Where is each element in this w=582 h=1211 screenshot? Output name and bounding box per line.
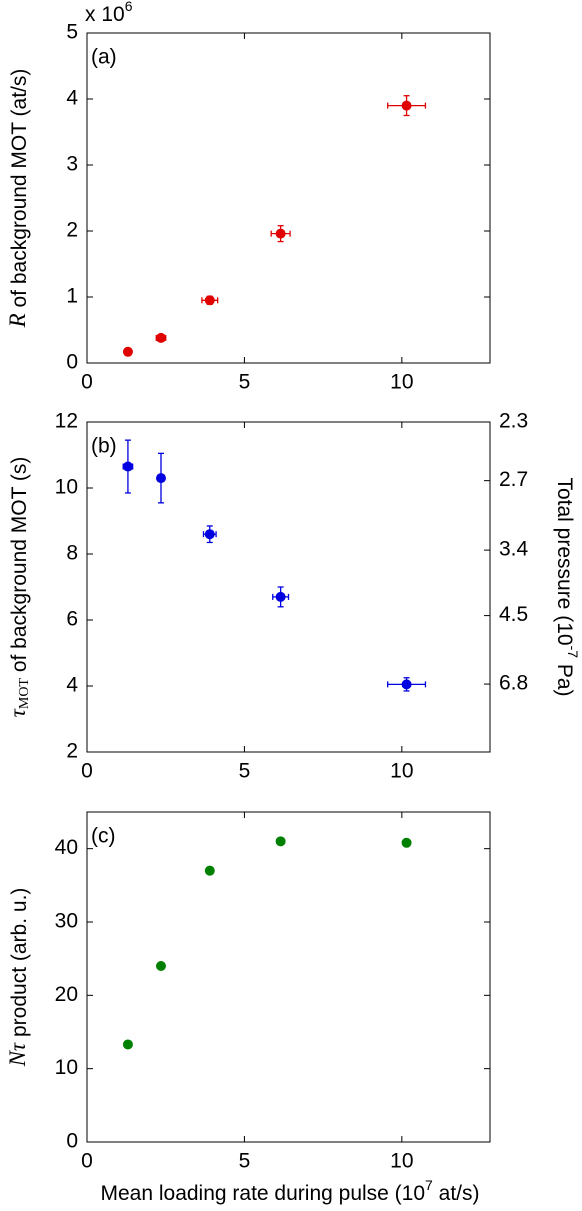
x-tick-label: 10: [390, 371, 413, 394]
label-part: R: [5, 313, 30, 328]
y2-axis-label: Total pressure (10-7 Pa): [553, 477, 581, 696]
data-point: [155, 961, 166, 971]
x-tick-label: 10: [390, 1150, 413, 1173]
label-part: 6: [125, 0, 133, 14]
panel-label: (c): [91, 825, 116, 848]
data-point: [122, 1039, 133, 1050]
data-point: [155, 473, 166, 484]
plot-frame: [86, 811, 491, 1143]
y-axis-label: Nτ product (arb. u.): [5, 888, 30, 1068]
y-tick-label: 1: [66, 285, 78, 308]
data-point: [275, 591, 286, 602]
y-tick-label: 12: [55, 410, 78, 433]
y-tick-label: 40: [55, 836, 78, 859]
label-part: Total pressure (10: [553, 477, 576, 645]
x-axis-label: Mean loading rate during pulse (107 at/s…: [100, 1177, 479, 1205]
y-tick-label: 2: [66, 740, 78, 763]
x-tick-label: 5: [239, 371, 251, 394]
y2-tick-label: 3.4: [499, 538, 529, 561]
y2-tick-label: 2.7: [499, 468, 528, 491]
y-tick-label: 4: [66, 87, 78, 110]
y-tick-label: 10: [55, 1056, 78, 1079]
y-axis-label: τMOT of background MOT (s): [5, 457, 32, 718]
y-tick-label: 8: [66, 542, 78, 565]
data-point: [401, 679, 412, 690]
data-point: [204, 865, 215, 876]
data-point: [122, 461, 133, 472]
x-tick-label: 0: [81, 371, 93, 394]
plot-frame: [86, 32, 491, 364]
y-tick-label: 0: [66, 1130, 78, 1153]
data-point: [275, 228, 286, 239]
label-part: τ: [5, 708, 30, 717]
label-part: MOT: [17, 678, 32, 710]
label-part: at/s): [433, 1182, 480, 1205]
panel-label: (a): [91, 46, 117, 69]
label-part: product (arb. u.): [8, 888, 31, 1043]
data-point: [204, 295, 215, 306]
label-part: Pa): [553, 658, 576, 697]
x-tick-label: 0: [81, 760, 93, 783]
x-tick-label: 0: [81, 1150, 93, 1173]
y-tick-label: 10: [55, 476, 78, 499]
data-point: [401, 837, 412, 848]
label-part: x 10: [85, 3, 125, 26]
label-part: 7: [425, 1177, 433, 1193]
label-part: of background MOT (at/s): [8, 69, 31, 314]
y2-tick-label: 4.5: [499, 603, 528, 626]
data-point: [204, 529, 215, 540]
y-tick-label: 6: [66, 608, 78, 631]
x-tick-label: 5: [239, 760, 251, 783]
y-tick-label: 5: [66, 21, 78, 44]
y-tick-label: 20: [55, 983, 78, 1006]
plot-frame: [86, 421, 491, 753]
y-tick-label: 2: [66, 219, 78, 242]
y-tick-label: 30: [55, 910, 78, 933]
y-tick-label: 3: [66, 153, 78, 176]
data-point: [155, 332, 166, 343]
y2-tick-label: 2.3: [499, 410, 528, 433]
data-point: [122, 346, 133, 357]
y-tick-label: 4: [66, 674, 78, 697]
x-tick-label: 5: [239, 1150, 251, 1173]
axis-multiplier: x 106: [85, 0, 133, 26]
panel-label: (b): [91, 435, 117, 458]
label-part: -7: [565, 646, 581, 659]
x-tick-label: 10: [390, 760, 413, 783]
label-part: of background MOT (s): [8, 457, 31, 678]
y2-tick-label: 6.8: [499, 672, 528, 695]
data-point: [401, 100, 412, 111]
y-axis-label: R of background MOT (at/s): [5, 69, 30, 329]
y-tick-label: 0: [66, 351, 78, 374]
label-part: Nτ: [5, 1042, 30, 1067]
label-part: Mean loading rate during pulse (10: [100, 1182, 425, 1205]
data-point: [275, 836, 286, 847]
